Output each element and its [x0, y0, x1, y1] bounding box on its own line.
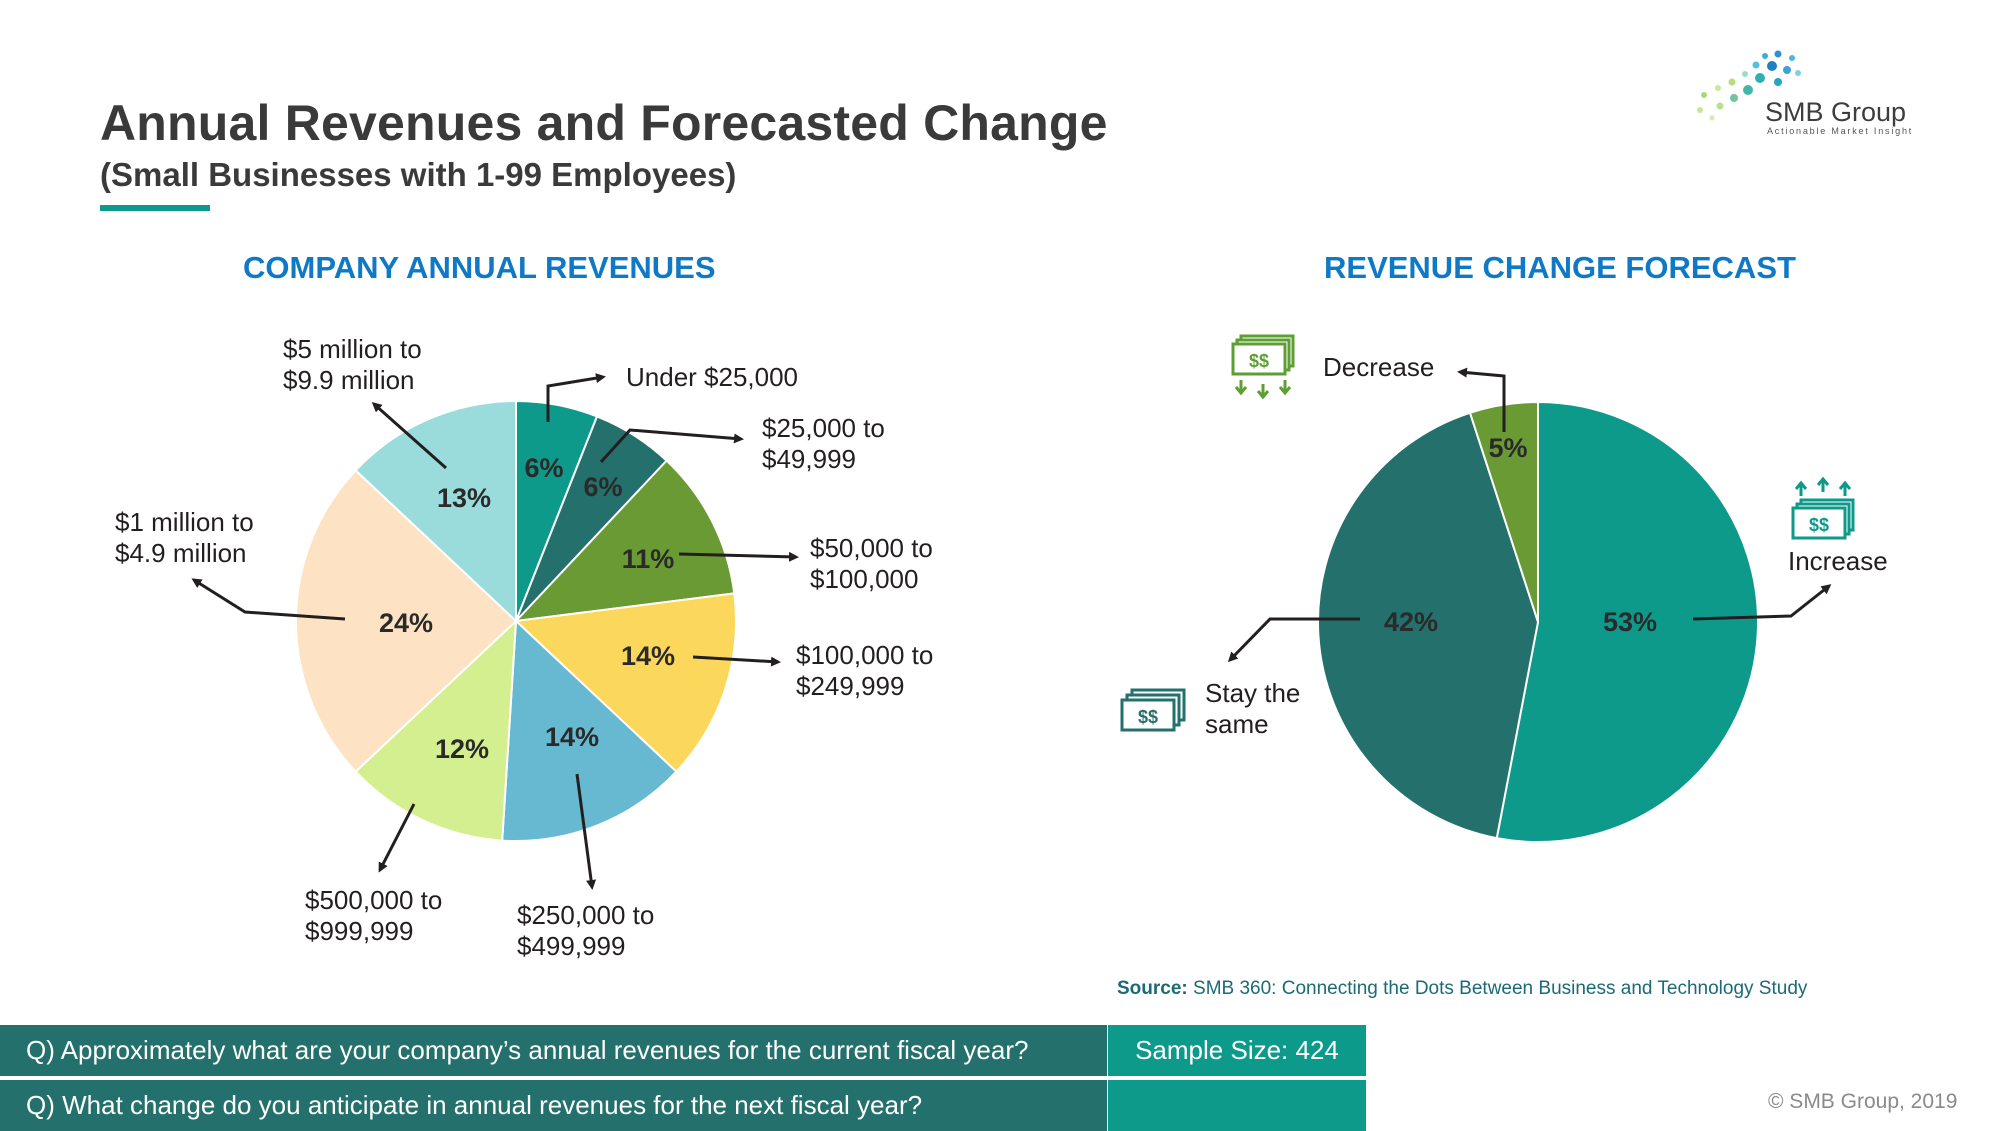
arrow-500k-999k [378, 803, 416, 873]
pct-decrease: 5% [1488, 433, 1527, 463]
label-500k-999k: $500,000 to $999,999 [305, 885, 442, 946]
label-25k-49k: $25,000 to $49,999 [762, 413, 885, 474]
label-under-25k: Under $25,000 [626, 362, 798, 392]
pct-25k-49k: 6% [583, 472, 622, 502]
forecast-chart-title: REVENUE CHANGE FORECAST [1324, 250, 1796, 285]
arrow-under-25k [546, 373, 606, 422]
pct-50k-100k: 11% [622, 544, 675, 574]
label-5m-9-9m: $5 million to $9.9 million [283, 334, 422, 395]
revenue-category-labels: Under $25,000 $25,000 to $49,999 $50,000 … [115, 334, 933, 961]
sample-size-filler [1108, 1080, 1366, 1131]
source-text: SMB 360: Connecting the Dots Between Bus… [1193, 978, 1808, 999]
arrow-50k-100k [678, 551, 799, 562]
smb-group-logo [1697, 50, 1801, 121]
source-label: Source: [1117, 978, 1188, 999]
revenue-slice-250-000-to-499-999 [501, 618, 678, 842]
arrow-250k-499k [575, 773, 597, 890]
pct-under-25k: 6% [524, 453, 563, 483]
forecast-pct-labels: 53% 42% 5% [1384, 433, 1657, 637]
svg-text:$$: $$ [1809, 515, 1829, 535]
money-flat-icon: $$ [1120, 688, 1186, 732]
pct-stay: 42% [1384, 607, 1438, 637]
arrow-1m-4-9m [191, 578, 346, 621]
page-title: Annual Revenues and Forecasted Change [100, 95, 1108, 151]
logo-name: SMB Group [1765, 97, 1907, 127]
arrow-decrease [1457, 367, 1506, 432]
label-1m-4-9m: $1 million to $4.9 million [115, 507, 254, 568]
pct-increase: 53% [1603, 607, 1657, 637]
forecast-pie [1317, 400, 1759, 843]
pct-500k-999k: 12% [435, 734, 489, 764]
label-100k-249k: $100,000 to $249,999 [796, 640, 933, 701]
label-50k-100k: $50,000 to $100,000 [810, 533, 933, 594]
revenue-slice-1-million-to-4-9-million [295, 468, 518, 774]
revenue-pie [295, 399, 737, 842]
label-stay: Stay the same [1205, 678, 1300, 739]
pct-5m-9-9m: 13% [437, 483, 491, 513]
source-note: Source: SMB 360: Connecting the Dots Bet… [1117, 978, 1807, 1000]
label-increase: Increase [1788, 546, 1888, 576]
arrow-stay [1227, 617, 1360, 663]
arrow-100k-249k [692, 655, 781, 667]
copyright: © SMB Group, 2019 [1768, 1090, 1958, 1113]
revenue-pct-labels: 6% 6% 11% 14% 14% 12% 24% 13% [379, 453, 675, 764]
revenue-slice-5-million-to-9-9-million [354, 399, 517, 624]
pct-100k-249k: 14% [621, 641, 675, 671]
label-decrease: Decrease [1323, 352, 1434, 382]
svg-text:$$: $$ [1138, 707, 1158, 727]
pct-1m-4-9m: 24% [379, 608, 433, 638]
arrow-5m-9-9m [371, 402, 447, 470]
pct-250k-499k: 14% [545, 722, 599, 752]
revenue-slice-50-000-to-100-000 [513, 459, 736, 623]
question-1: Q) Approximately what are your company’s… [0, 1025, 1107, 1076]
revenue-slice-100-000-to-249-999 [513, 592, 737, 774]
money-down-icon: $$ [1231, 334, 1295, 400]
page-subtitle: (Small Businesses with 1-99 Employees) [100, 156, 737, 193]
title-underline [100, 205, 210, 211]
forecast-leader-arrows [1227, 367, 1832, 663]
question-2: Q) What change do you anticipate in annu… [0, 1080, 1107, 1131]
logo-tagline: Actionable Market Insight [1767, 126, 1914, 136]
arrow-increase [1692, 584, 1832, 621]
revenue-chart-title: COMPANY ANNUAL REVENUES [243, 250, 716, 285]
svg-text:$$: $$ [1249, 351, 1269, 371]
forecast-category-labels: Decrease Increase Stay the same [1205, 352, 1888, 739]
forecast-slice-increase [1495, 400, 1759, 843]
money-up-icon: $$ [1791, 476, 1855, 540]
revenue-leader-arrows [191, 373, 799, 890]
sample-size: Sample Size: 424 [1108, 1025, 1366, 1076]
arrow-25k-49k [599, 428, 744, 464]
label-250k-499k: $250,000 to $499,999 [517, 900, 654, 961]
revenue-slice-500-000-to-999-999 [354, 618, 518, 842]
logo-dots-icon [1697, 50, 1801, 121]
forecast-slice-stay-the-same [1317, 411, 1540, 840]
